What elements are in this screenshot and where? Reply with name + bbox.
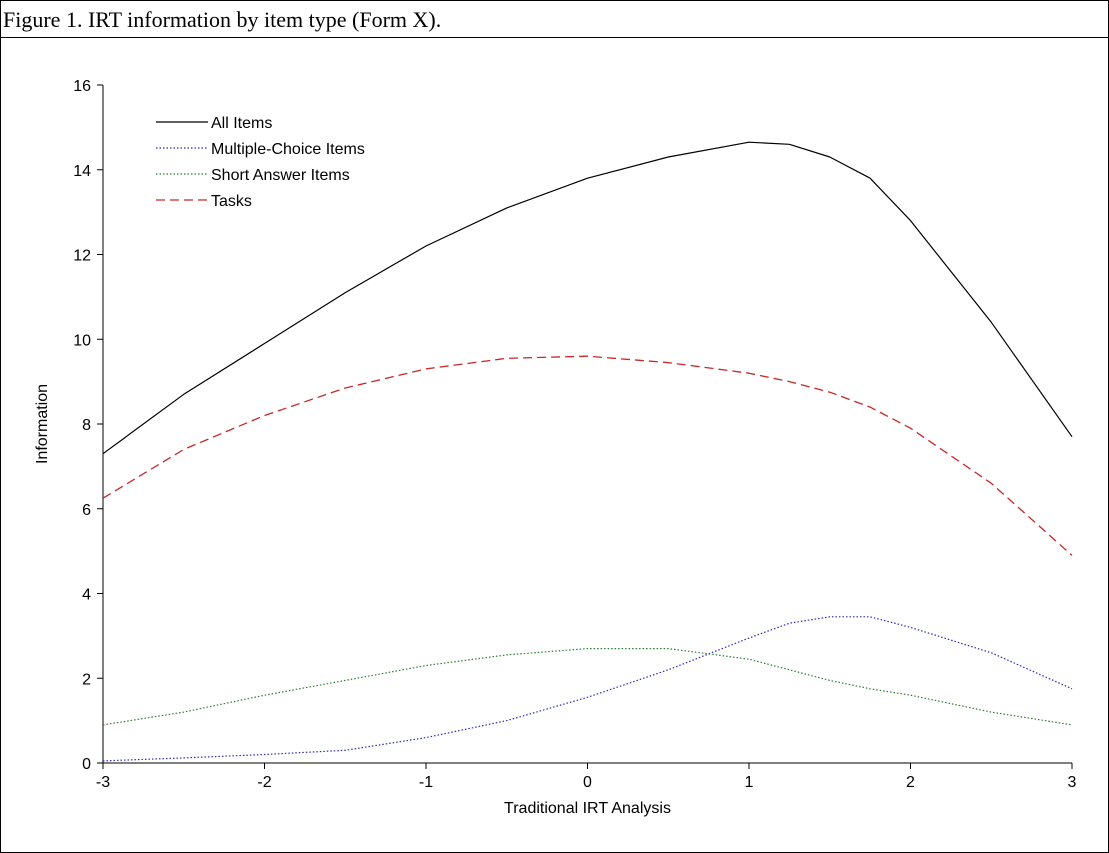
legend-label-2: Multiple-Choice Items	[211, 141, 365, 158]
y-axis-label: Information	[34, 384, 51, 464]
legend-label-3: Short Answer Items	[211, 167, 350, 184]
legend-label-1: All Items	[211, 115, 272, 132]
x-tick-label: -1	[419, 774, 433, 791]
series-line-3	[102, 647, 1073, 726]
x-tick-label: -2	[257, 774, 271, 791]
series-layer	[102, 141, 1073, 762]
x-tick-label: 0	[583, 774, 592, 791]
y-tick-label: 12	[73, 248, 91, 265]
x-tick-label: 2	[906, 774, 915, 791]
y-tick-label: 6	[82, 502, 91, 519]
series-line-1	[102, 141, 1073, 455]
series-line-4	[102, 355, 1073, 556]
y-tick-label: 8	[82, 417, 91, 434]
x-tick-label: 1	[745, 774, 754, 791]
y-tick-label: 16	[73, 78, 91, 95]
series-line-2	[102, 616, 1073, 762]
x-tick-label: 3	[1068, 774, 1077, 791]
y-tick-label: 10	[73, 332, 91, 349]
figure-caption: Figure 1. IRT information by item type (…	[1, 1, 1108, 38]
x-tick-label: -3	[96, 774, 110, 791]
chart-legend: All Items Multiple-Choice Items Short Answ…	[156, 115, 365, 210]
legend-label-4: Tasks	[211, 193, 252, 210]
y-tick-label: 0	[82, 756, 91, 773]
x-axis-label: Traditional IRT Analysis	[504, 800, 671, 817]
y-tick-label: 2	[82, 671, 91, 688]
y-tick-label: 14	[73, 163, 91, 180]
y-tick-label: 4	[82, 587, 91, 604]
